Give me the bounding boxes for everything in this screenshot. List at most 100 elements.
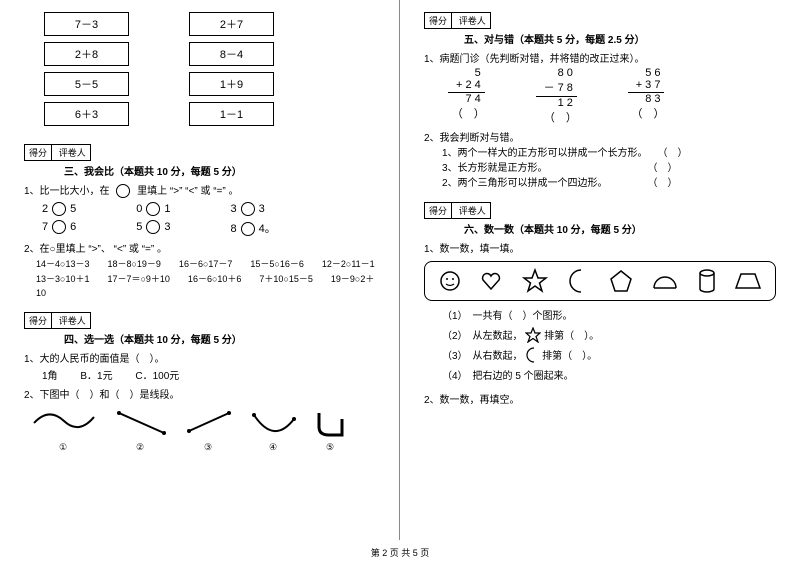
grader-label: 评卷人 bbox=[455, 203, 490, 218]
right-column: 得分 评卷人 五、对与错（本题共 5 分，每题 2.5 分） 1、病题门诊（先判… bbox=[400, 0, 800, 540]
cmp-line: 14－4○13－3 18－8○19－9 16－6○17－7 15－5○16－6 … bbox=[36, 257, 375, 271]
n: 8 0 bbox=[536, 67, 577, 79]
q6-2: 2、数一数，再填空。 bbox=[424, 391, 776, 406]
left-column: 7－3 2＋7 2＋8 8－4 5－5 1＋9 6＋3 1－1 得分 评卷人 三… bbox=[0, 0, 400, 540]
expr-box: 7－3 bbox=[44, 12, 129, 36]
q6-1: 1、数一数，填一填。 bbox=[424, 240, 776, 255]
pentagon-icon bbox=[609, 269, 633, 293]
svg-text:④: ④ bbox=[269, 442, 277, 452]
count-list: （1） 一共有（ ）个图形。 （2） 从左数起， 排第（ ）。 （3） 从右数起… bbox=[442, 307, 776, 387]
n: 3 bbox=[231, 203, 237, 215]
vert-add: 8 0 － 7 8 1 2 （ ） bbox=[536, 67, 577, 125]
n: 5 bbox=[70, 203, 76, 215]
compare-row: 25 01 33 bbox=[42, 202, 375, 216]
score-label: 得分 bbox=[425, 13, 452, 28]
expr-box: 2＋8 bbox=[44, 42, 129, 66]
circle-icon bbox=[116, 184, 130, 198]
q3-1: 1、比一比大小，在 里填上 “>” “<” 或 “=” 。 bbox=[24, 182, 375, 198]
section-6-title: 六、数一数（本题共 10 分，每题 5 分） bbox=[464, 221, 776, 236]
n: 1 bbox=[164, 203, 170, 215]
expr-box: 6＋3 bbox=[44, 102, 129, 126]
score-label: 得分 bbox=[25, 313, 52, 328]
n: 。 bbox=[265, 223, 276, 235]
svg-text:③: ③ bbox=[204, 442, 212, 452]
q5-1: 1、病题门诊（先判断对错，并将错的改正过来）。 bbox=[424, 50, 776, 65]
tf-item: 1、两个一样大的正方形可以拼成一个长方形。 （ ） bbox=[442, 146, 776, 161]
circle-icon bbox=[241, 202, 255, 216]
item: （4） 把右边的 5 个圈起来。 bbox=[442, 367, 776, 387]
circle-icon bbox=[146, 202, 160, 216]
tf-item: 2、两个三角形可以拼成一个四边形。 （ ） bbox=[442, 176, 776, 191]
moon-icon bbox=[567, 268, 589, 294]
circle-icon bbox=[146, 220, 160, 234]
section-5-title: 五、对与错（本题共 5 分，每题 2.5 分） bbox=[464, 31, 776, 46]
n: 0 bbox=[136, 203, 142, 215]
compare-row: 76 53 84。 bbox=[42, 220, 375, 236]
q-text: 1、比一比大小，在 bbox=[24, 186, 110, 197]
expr-box: 5－5 bbox=[44, 72, 129, 96]
score-box: 得分 评卷人 bbox=[424, 202, 491, 219]
tf-item: 3、长方形就是正方形。 （ ） bbox=[442, 161, 776, 176]
arc-icon bbox=[652, 272, 678, 290]
t: （3） 从右数起， bbox=[442, 351, 523, 362]
pair: 76 bbox=[42, 220, 76, 236]
star-icon bbox=[522, 268, 548, 294]
n: 8 3 bbox=[628, 93, 665, 105]
t: 排第（ ）。 bbox=[542, 351, 597, 362]
expr-box: 1－1 bbox=[189, 102, 274, 126]
n: 1 2 bbox=[536, 97, 577, 109]
expr-box: 8－4 bbox=[189, 42, 274, 66]
score-box: 得分 评卷人 bbox=[424, 12, 491, 29]
section-4-title: 四、选一选（本题共 10 分，每题 5 分） bbox=[64, 331, 375, 346]
line-segment-figure: ① ② ③ ④ ⑤ bbox=[24, 405, 364, 455]
n: 6 bbox=[70, 221, 76, 233]
opt: 1角 bbox=[42, 371, 58, 382]
smiley-icon bbox=[439, 270, 461, 292]
score-box: 得分 评卷人 bbox=[24, 312, 91, 329]
pair: 33 bbox=[231, 202, 265, 216]
score-label: 得分 bbox=[425, 203, 452, 218]
heart-icon bbox=[480, 270, 502, 292]
n: 3 bbox=[259, 203, 265, 215]
n: 8 bbox=[231, 223, 237, 235]
score-box: 得分 评卷人 bbox=[24, 144, 91, 161]
circle-icon bbox=[52, 220, 66, 234]
cmp-line: 13－3○10＋1 17－7＝○9＋10 16－6○10＋6 7＋10○15－5… bbox=[36, 272, 375, 301]
svg-text:②: ② bbox=[136, 442, 144, 452]
n: + 3 7 bbox=[628, 79, 665, 93]
expression-grid: 7－3 2＋7 2＋8 8－4 5－5 1＋9 6＋3 1－1 bbox=[44, 12, 375, 126]
vert-add: 5 6 + 3 7 8 3 （ ） bbox=[628, 67, 665, 121]
n: + 2 4 bbox=[448, 79, 485, 93]
svg-text:⑤: ⑤ bbox=[326, 442, 334, 452]
blank: （ ） bbox=[448, 105, 485, 121]
cylinder-icon bbox=[698, 268, 716, 294]
n: 3 bbox=[164, 221, 170, 233]
score-label: 得分 bbox=[25, 145, 52, 160]
shapes-box bbox=[424, 261, 776, 301]
n: 5 6 bbox=[628, 67, 665, 79]
n: 7 4 bbox=[448, 93, 485, 105]
grader-label: 评卷人 bbox=[55, 313, 90, 328]
n: 5 bbox=[448, 67, 485, 79]
grader-label: 评卷人 bbox=[55, 145, 90, 160]
t: （2） 从左数起， bbox=[442, 331, 523, 342]
blank: （ ） bbox=[628, 105, 665, 121]
t: 排第（ ）。 bbox=[544, 331, 599, 342]
star-icon bbox=[525, 327, 541, 343]
item: （3） 从右数起， 排第（ ）。 bbox=[442, 347, 776, 367]
n: 7 bbox=[42, 221, 48, 233]
q4-2: 2、下图中（ ）和（ ）是线段。 bbox=[24, 386, 375, 401]
expr-box: 2＋7 bbox=[189, 12, 274, 36]
q4-1: 1、大的人民币的面值是（ ）。 bbox=[24, 350, 375, 365]
circle-icon bbox=[52, 202, 66, 216]
item: （1） 一共有（ ）个图形。 bbox=[442, 307, 776, 327]
opt: B．1元 bbox=[80, 371, 112, 382]
item: （2） 从左数起， 排第（ ）。 bbox=[442, 327, 776, 347]
n: 5 bbox=[136, 221, 142, 233]
vert-add: 5 + 2 4 7 4 （ ） bbox=[448, 67, 485, 121]
q-text: 里填上 “>” “<” 或 “=” 。 bbox=[137, 186, 238, 197]
blank: （ ） bbox=[536, 109, 577, 125]
pair: 53 bbox=[136, 220, 170, 236]
options: 1角 B．1元 C．100元 bbox=[42, 367, 375, 382]
vertical-arith-row: 5 + 2 4 7 4 （ ） 8 0 － 7 8 1 2 （ ） 5 6 + … bbox=[424, 67, 776, 125]
